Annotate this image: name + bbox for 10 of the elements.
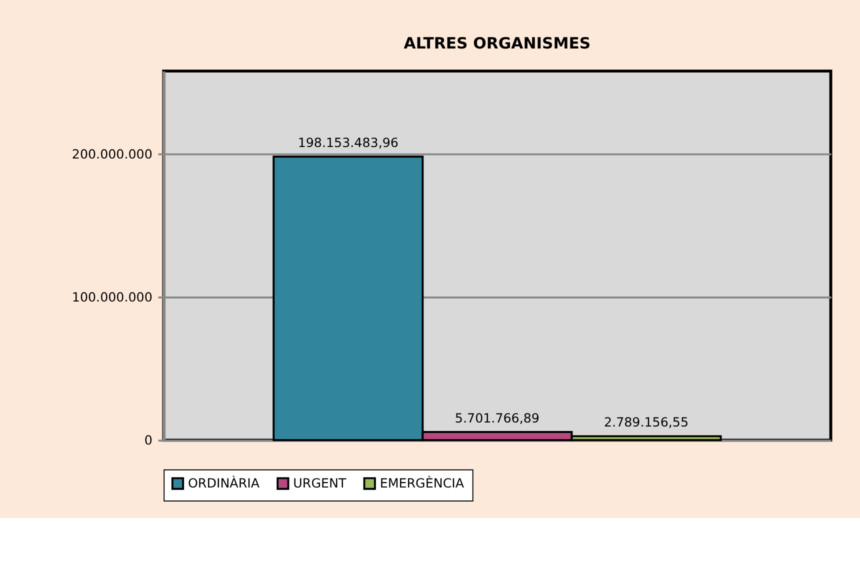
chart-title: ALTRES ORGANISMES <box>404 34 591 53</box>
data-label: 2.789.156,55 <box>604 414 689 430</box>
y-tick-label: 200.000.000 <box>72 146 152 162</box>
legend-label: URGENT <box>293 475 346 490</box>
legend-label: EMERGÈNCIA <box>380 475 464 490</box>
data-label: 5.701.766,89 <box>454 410 540 426</box>
y-tick-label: 0 <box>144 432 152 448</box>
data-label: 198.153.483,96 <box>298 134 398 150</box>
legend-label: ORDINÀRIA <box>188 475 260 490</box>
y-tick-label: 100.000.000 <box>72 289 152 304</box>
